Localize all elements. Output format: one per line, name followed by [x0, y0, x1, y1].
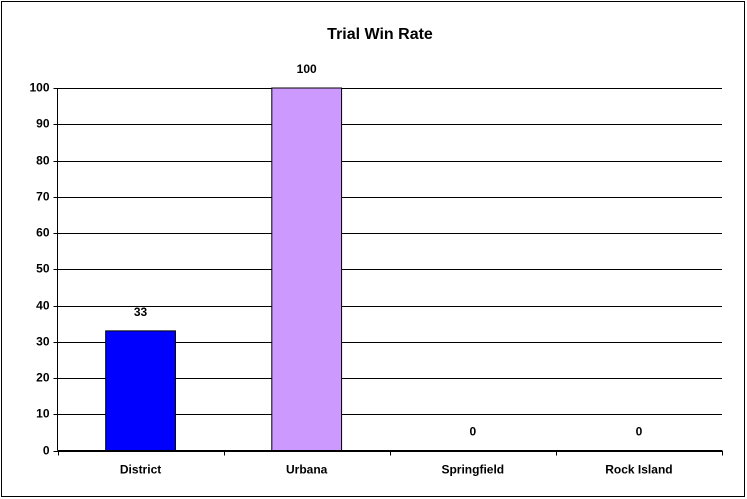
x-tick-label: District — [120, 463, 161, 477]
chart-title: Trial Win Rate — [327, 26, 433, 43]
y-tick-label: 10 — [36, 407, 50, 421]
y-tick-label: 60 — [36, 226, 50, 240]
y-tick-label: 90 — [36, 117, 50, 131]
data-label: 0 — [469, 425, 476, 439]
bar — [271, 87, 343, 451]
data-label: 100 — [297, 62, 317, 76]
y-tick-label: 100 — [29, 81, 49, 95]
bar — [105, 330, 176, 451]
x-tick-label: Springfield — [441, 463, 504, 477]
y-tick-label: 40 — [36, 299, 50, 313]
y-tick-label: 30 — [36, 335, 50, 349]
y-tick-label: 0 — [43, 444, 50, 458]
y-tick-label: 80 — [36, 154, 50, 168]
x-tick-label: Rock Island — [605, 463, 672, 477]
y-tick-label: 70 — [36, 190, 50, 204]
y-tick-label: 50 — [36, 262, 50, 276]
x-tick-label: Urbana — [286, 463, 328, 477]
y-tick-label: 20 — [36, 371, 50, 385]
data-label: 0 — [636, 425, 643, 439]
data-label: 33 — [134, 305, 148, 319]
